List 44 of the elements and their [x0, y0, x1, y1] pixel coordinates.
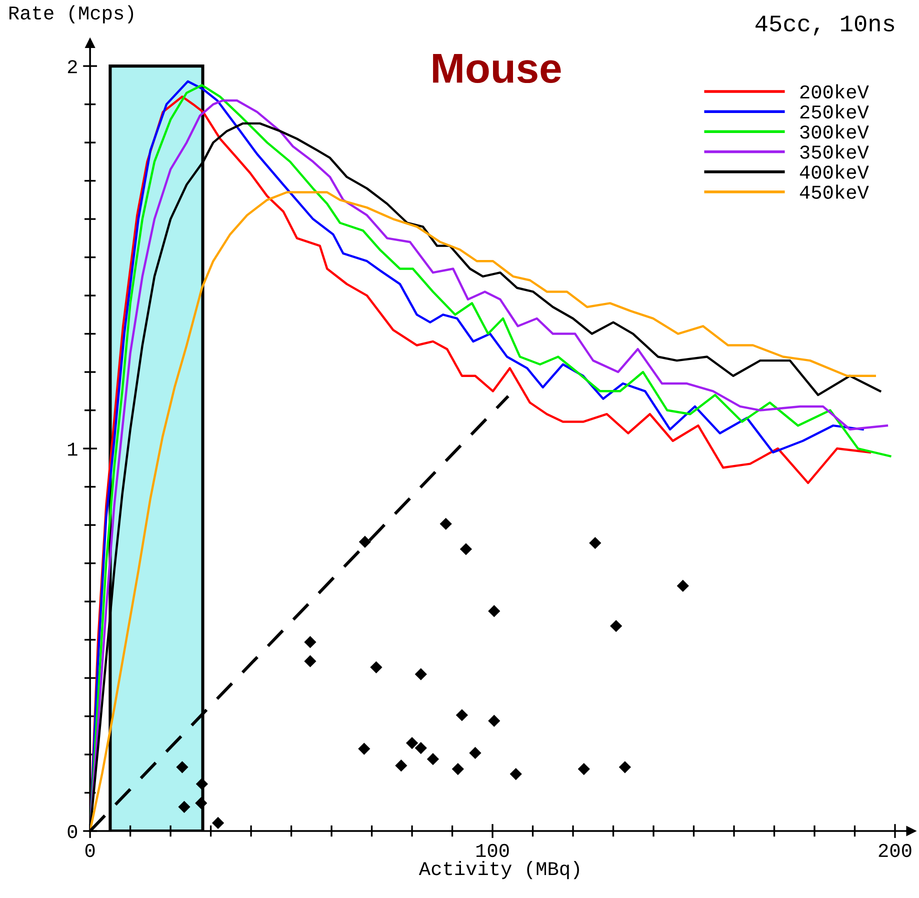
- point: [414, 742, 427, 754]
- point: [414, 668, 427, 680]
- point: [426, 753, 440, 766]
- point: [618, 761, 631, 774]
- point: [452, 762, 464, 776]
- point: [304, 636, 316, 648]
- point: [456, 709, 468, 722]
- point: [676, 580, 689, 592]
- legend-label: 450keV: [800, 184, 869, 199]
- point: [469, 746, 482, 760]
- point: [610, 620, 622, 632]
- point: [488, 605, 500, 618]
- point: [196, 778, 208, 790]
- point: [358, 742, 370, 755]
- point: [510, 768, 522, 780]
- point: [212, 816, 224, 830]
- chart-title: Mouse: [433, 54, 561, 84]
- y-tick-label: 0: [68, 825, 78, 838]
- x-tick-label: 100: [476, 844, 509, 858]
- point: [406, 736, 418, 750]
- legend-label: 400keV: [800, 164, 869, 179]
- x-axis-title: Activity (MBq): [418, 860, 579, 880]
- point: [578, 762, 590, 776]
- y-axis-title: Rate (Mcps): [9, 5, 134, 24]
- point: [440, 518, 452, 530]
- legend-label: 350keV: [800, 144, 869, 159]
- point: [358, 536, 371, 548]
- point: [178, 800, 190, 813]
- x-tick-label: 200: [878, 844, 912, 858]
- x-tick-label: 0: [85, 844, 95, 858]
- point: [460, 543, 472, 556]
- text: 45cc, 10ns: [756, 15, 894, 36]
- y-tick-label: 2: [68, 60, 77, 74]
- point: [488, 714, 500, 727]
- point: [195, 797, 208, 810]
- point: [395, 760, 408, 772]
- legend-label: 300keV: [800, 124, 869, 139]
- legend-label: 250keV: [800, 104, 869, 119]
- legend-label: 200keV: [800, 84, 869, 99]
- point: [370, 661, 382, 674]
- point: [589, 536, 602, 550]
- point: [304, 655, 316, 668]
- point: [176, 761, 188, 774]
- y-tick-label: 1: [68, 442, 78, 456]
